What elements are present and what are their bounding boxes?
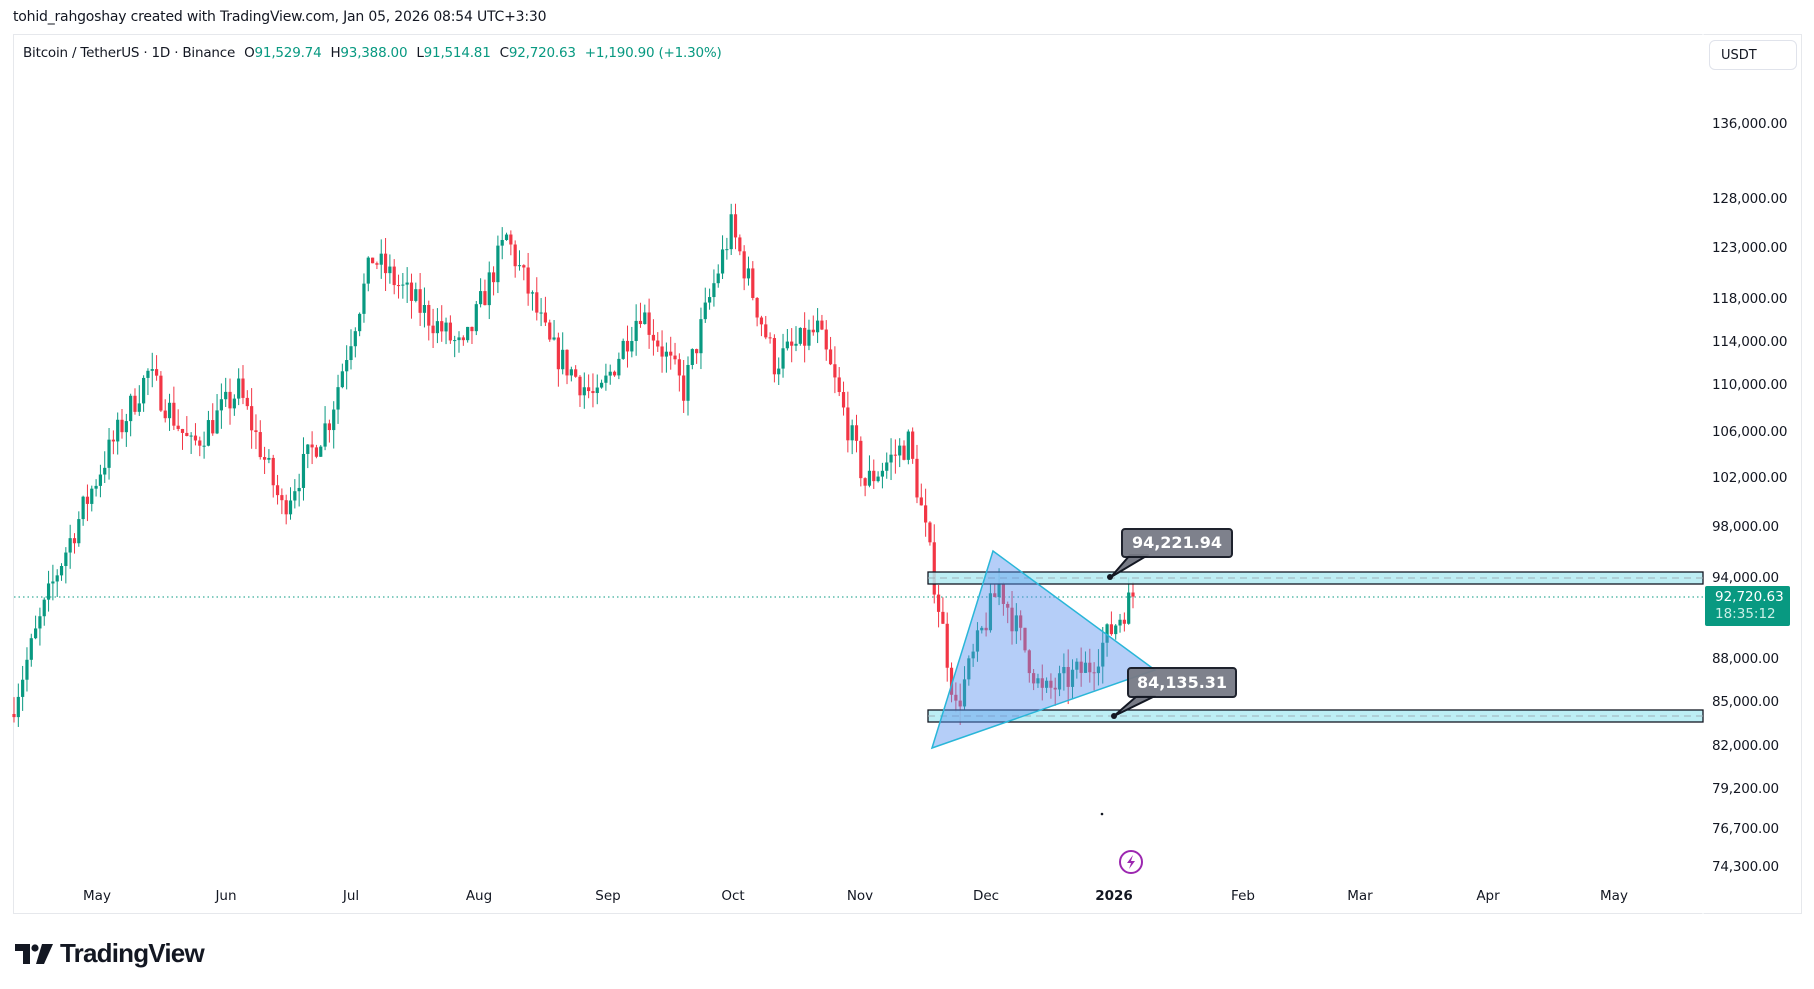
low-label: L: [416, 45, 424, 61]
low-value: 91,514.81: [423, 45, 491, 61]
change-value: +1,190.90 (+1.30%): [584, 45, 722, 61]
price-tick: 106,000.00: [1712, 424, 1788, 440]
time-tick: Sep: [595, 888, 621, 904]
price-tick: 94,000.00: [1712, 570, 1779, 586]
price-tick: 102,000.00: [1712, 470, 1788, 486]
price-tick: 85,000.00: [1712, 694, 1779, 710]
price-tick: 98,000.00: [1712, 519, 1779, 535]
resistance-zone: [927, 571, 1704, 585]
time-tick: Aug: [465, 888, 493, 904]
symbol-legend: Bitcoin / TetherUS · 1D · Binance O91,529…: [23, 45, 722, 61]
time-tick: Nov: [846, 888, 874, 904]
resistance-price-callout[interactable]: 94,221.94: [1121, 528, 1233, 558]
price-tick: 76,700.00: [1712, 821, 1779, 837]
last-price-label: 92,720.63 18:35:12: [1705, 586, 1790, 626]
price-tick: 123,000.00: [1712, 240, 1788, 256]
bar-countdown: 18:35:12: [1715, 606, 1776, 622]
support-price-callout[interactable]: 84,135.31: [1127, 667, 1237, 698]
lightning-alert-icon[interactable]: [1118, 849, 1144, 875]
time-tick: Mar: [1347, 888, 1373, 904]
price-tick: 128,000.00: [1712, 191, 1788, 207]
symbol-title[interactable]: Bitcoin / TetherUS · 1D · Binance: [23, 45, 236, 61]
time-tick: Apr: [1476, 888, 1500, 904]
price-tick: 74,300.00: [1712, 859, 1779, 875]
support-zone: [927, 709, 1704, 723]
currency-button[interactable]: USDT: [1709, 40, 1797, 70]
price-tick: 88,000.00: [1712, 651, 1779, 667]
time-tick: May: [1600, 888, 1628, 904]
time-tick-year: 2026: [1095, 888, 1133, 904]
high-value: 93,388.00: [340, 45, 408, 61]
price-tick: 110,000.00: [1712, 377, 1788, 393]
logo-text: TradingView: [60, 938, 205, 968]
tradingview-logo-icon: [15, 943, 53, 964]
time-tick: Jul: [342, 888, 360, 904]
chart-pane[interactable]: [13, 34, 1802, 914]
tradingview-logo[interactable]: TradingView: [15, 938, 205, 969]
price-tick: 79,200.00: [1712, 781, 1779, 797]
time-tick: Dec: [972, 888, 1000, 904]
close-label: C: [499, 45, 509, 61]
triangle-pattern: [930, 549, 1157, 750]
open-label: O: [244, 45, 255, 61]
time-tick: Oct: [721, 888, 745, 904]
close-value: 92,720.63: [508, 45, 576, 61]
last-price-value: 92,720.63: [1715, 589, 1784, 605]
high-label: H: [330, 45, 341, 61]
price-tick: 136,000.00: [1712, 116, 1788, 132]
time-tick: Jun: [215, 888, 237, 904]
time-tick: Feb: [1231, 888, 1255, 904]
open-value: 91,529.74: [254, 45, 322, 61]
candles: [12, 203, 1135, 727]
price-tick: 114,000.00: [1712, 334, 1788, 350]
price-tick: 118,000.00: [1712, 291, 1788, 307]
price-tick: 82,000.00: [1712, 738, 1779, 754]
chart-attribution: tohid_rahgoshay created with TradingView…: [13, 9, 547, 25]
time-tick: May: [83, 888, 111, 904]
